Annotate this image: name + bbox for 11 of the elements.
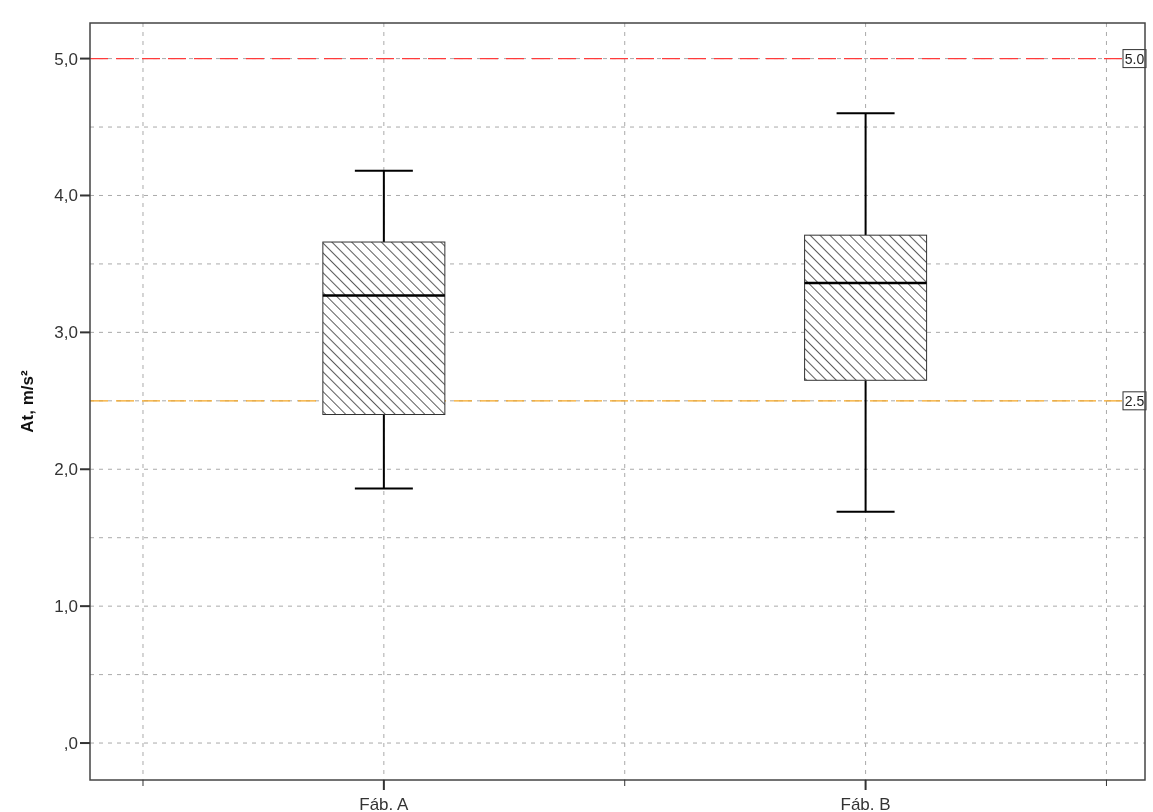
y-tick-label: 4,0 — [54, 186, 78, 206]
y-tick-label: 3,0 — [54, 323, 78, 343]
ref-line-label: 5.0 — [1124, 50, 1145, 67]
y-tick-label: 2,0 — [54, 460, 78, 480]
y-tick-label: 1,0 — [54, 597, 78, 617]
x-tick-label: Fáb. B — [840, 795, 891, 812]
ref-line-label: 2.5 — [1124, 392, 1145, 409]
y-tick-label: 5,0 — [54, 49, 78, 69]
y-tick-label: ,0 — [63, 734, 78, 754]
x-tick-label: Fáb. A — [359, 795, 410, 812]
y-axis-title: At, m/s² — [18, 369, 37, 433]
